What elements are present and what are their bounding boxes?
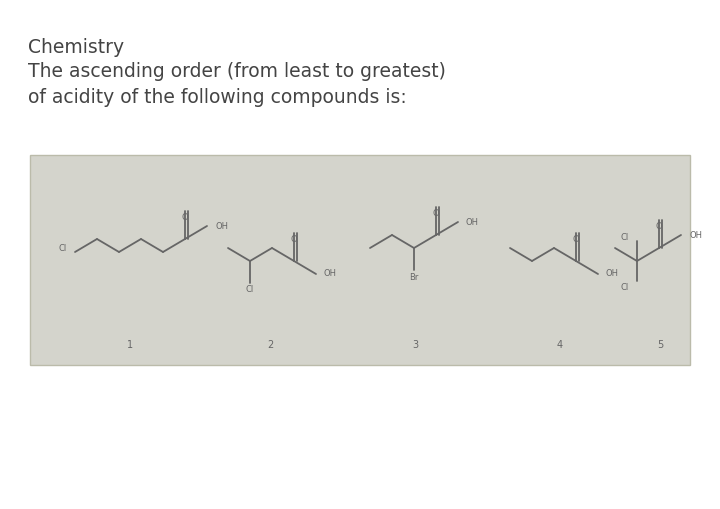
Text: O: O bbox=[291, 235, 297, 243]
Text: 3: 3 bbox=[412, 340, 418, 350]
Text: OH: OH bbox=[466, 217, 479, 227]
Text: OH: OH bbox=[324, 269, 337, 278]
Text: Cl: Cl bbox=[621, 233, 629, 241]
Text: of acidity of the following compounds is:: of acidity of the following compounds is… bbox=[28, 88, 407, 107]
Text: Cl: Cl bbox=[246, 285, 254, 294]
Text: Chemistry: Chemistry bbox=[28, 38, 124, 57]
Text: 1: 1 bbox=[127, 340, 133, 350]
Text: OH: OH bbox=[606, 269, 619, 278]
Text: Cl: Cl bbox=[59, 243, 67, 252]
Text: O: O bbox=[572, 235, 580, 243]
Bar bbox=[30, 155, 690, 365]
Text: OH: OH bbox=[689, 231, 702, 240]
Text: O: O bbox=[433, 209, 439, 217]
Text: Br: Br bbox=[409, 272, 419, 281]
Text: 5: 5 bbox=[657, 340, 663, 350]
Text: O: O bbox=[181, 212, 189, 221]
Text: O: O bbox=[656, 221, 662, 231]
Text: The ascending order (from least to greatest): The ascending order (from least to great… bbox=[28, 62, 446, 81]
Text: 2: 2 bbox=[267, 340, 273, 350]
Text: Cl: Cl bbox=[621, 282, 629, 292]
Text: OH: OH bbox=[215, 221, 228, 231]
Text: 4: 4 bbox=[557, 340, 563, 350]
